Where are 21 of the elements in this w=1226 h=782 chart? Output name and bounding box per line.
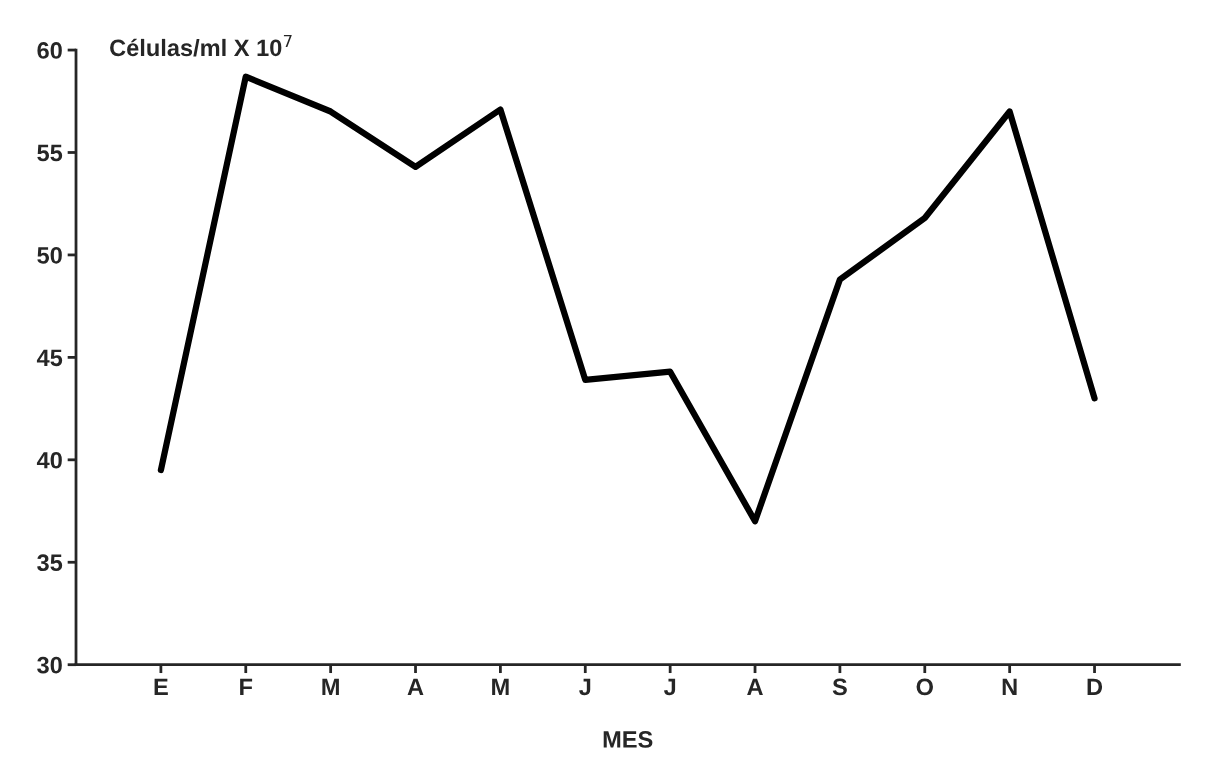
y-tick-label: 50 [37, 247, 62, 264]
y-tick-label: 35 [37, 554, 63, 572]
y-tick-label: 45 [36, 349, 63, 367]
x-tick-label: M [322, 678, 339, 696]
x-tick-label: J [663, 678, 676, 696]
x-tick-label: A [747, 678, 763, 696]
x-tick-label: D [1087, 678, 1103, 696]
x-tick-label: F [240, 678, 253, 696]
x-tick-label: J [579, 678, 591, 696]
y-tick-label: 60 [37, 42, 62, 59]
x-tick-label: M [492, 678, 509, 696]
x-tick-label: S [832, 678, 847, 696]
y-axis-title: Células/ml X 10$^{7}$ [110, 34, 292, 57]
y-tick-label: 55 [37, 144, 63, 162]
x-axis-title: MES [603, 731, 653, 748]
x-tick-label: O [916, 678, 933, 696]
x-tick-label: A [407, 678, 424, 696]
y-tick-label: 30 [37, 656, 62, 674]
y-tick-label: 40 [36, 451, 62, 469]
x-tick-label: E [154, 678, 168, 696]
x-tick-label: N [1002, 678, 1017, 696]
